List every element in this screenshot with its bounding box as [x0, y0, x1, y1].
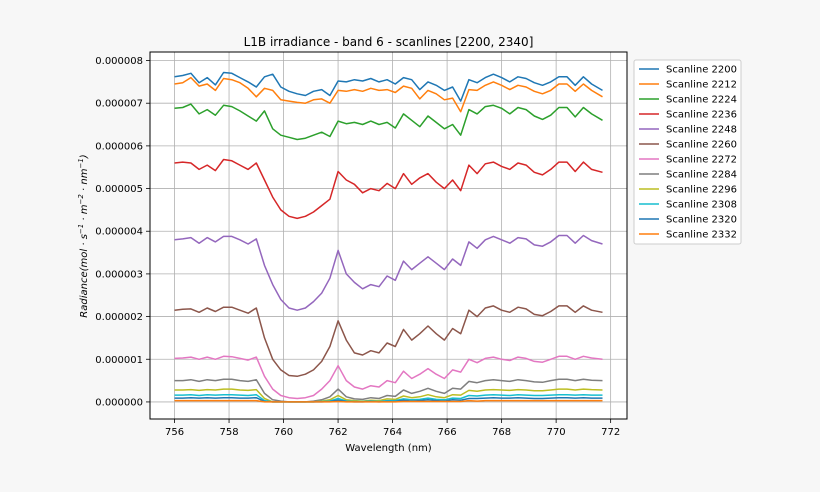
- x-tick-label: 758: [219, 427, 238, 438]
- x-tick-label: 772: [601, 427, 620, 438]
- legend-label: Scanline 2296: [666, 185, 737, 196]
- y-axis-ticks: 0.000000 0.000001 0.000002 0.000003 0.000004…: [95, 56, 150, 408]
- legend-label: Scanline 2308: [666, 200, 737, 211]
- series-line-scanline-2224: [174, 103, 603, 141]
- legend-label: Scanline 2200: [666, 65, 737, 76]
- series-line-scanline-2260: [174, 305, 603, 378]
- legend-entry: Scanline 2248: [639, 125, 737, 136]
- y-tick-label: 0.000006: [95, 141, 143, 152]
- legend-label: Scanline 2248: [666, 125, 737, 136]
- y-axis-label-mid-1: · m: [79, 204, 90, 224]
- x-axis-ticks: 756 758 760 762 764 766 768 770 772: [165, 419, 620, 438]
- y-tick-label: 0.000003: [95, 269, 143, 280]
- legend-entry: Scanline 2308: [639, 200, 737, 211]
- y-axis-label: Radiance(mol · s−1 · m−2 · nm−1): [77, 154, 90, 317]
- x-tick-label: 764: [383, 427, 402, 438]
- legend-label: Scanline 2332: [666, 230, 737, 241]
- y-tick-label: 0.000000: [95, 397, 143, 408]
- legend-label: Scanline 2320: [666, 215, 737, 226]
- series-layer: [174, 71, 603, 403]
- legend-box: [633, 59, 742, 245]
- legend-entry: Scanline 2212: [639, 80, 737, 91]
- y-tick-label: 0.000001: [95, 355, 143, 366]
- legend-entry: Scanline 2224: [639, 95, 737, 106]
- y-axis-label-main: Radiance(mol · s: [79, 234, 90, 318]
- legend-label: Scanline 2284: [666, 170, 737, 181]
- plot-frame: [149, 51, 628, 420]
- y-tick-label: 0.000008: [95, 56, 143, 67]
- series-line-scanline-2272: [174, 355, 603, 400]
- series-line-scanline-2200: [174, 71, 603, 102]
- legend-entry: Scanline 2272: [639, 155, 737, 166]
- legend-label: Scanline 2212: [666, 80, 737, 91]
- legend-entry: Scanline 2236: [639, 110, 737, 121]
- series-line-scanline-2332: [174, 399, 603, 403]
- series-line-scanline-2308: [174, 393, 603, 403]
- x-tick-label: 762: [329, 427, 348, 438]
- legend-label: Scanline 2272: [666, 155, 737, 166]
- plot-area: [150, 52, 627, 419]
- y-axis-label-sup-1: −1: [77, 224, 85, 234]
- legend-label: Scanline 2260: [666, 140, 737, 151]
- x-tick-label: 768: [492, 427, 511, 438]
- y-axis-label-end: ): [79, 154, 90, 159]
- legend-label: Scanline 2224: [666, 95, 737, 106]
- y-axis-label-mid-2: · nm: [79, 168, 90, 194]
- legend-entry: Scanline 2332: [639, 230, 737, 241]
- series-line-scanline-2296: [174, 388, 603, 403]
- legend: Scanline 2200 Scanline 2212 Scanline 2224 S…: [633, 59, 742, 245]
- x-tick-label: 760: [274, 427, 293, 438]
- y-tick-label: 0.000005: [95, 184, 143, 195]
- legend-label: Scanline 2236: [666, 110, 737, 121]
- y-axis-label-sup-2: −2: [77, 194, 85, 205]
- x-axis-label: Wavelength (nm): [345, 443, 431, 454]
- series-line-scanline-2248: [174, 234, 603, 311]
- y-tick-label: 0.000004: [95, 227, 143, 238]
- chart-title: L1B irradiance - band 6 - scanlines [220…: [244, 35, 534, 49]
- legend-entry: Scanline 2200: [639, 65, 737, 76]
- x-tick-label: 770: [547, 427, 566, 438]
- x-tick-label: 756: [165, 427, 184, 438]
- series-line-scanline-2236: [174, 158, 603, 220]
- legend-entry: Scanline 2260: [639, 140, 737, 151]
- x-tick-label: 766: [438, 427, 457, 438]
- y-tick-label: 0.000002: [95, 312, 143, 323]
- legend-entry: Scanline 2284: [639, 170, 737, 181]
- legend-entry: Scanline 2296: [639, 185, 737, 196]
- series-line-scanline-2212: [174, 76, 603, 113]
- y-axis-label-sup-3: −1: [77, 158, 85, 168]
- series-line-scanline-2284: [174, 378, 603, 403]
- y-tick-label: 0.000007: [95, 99, 143, 110]
- legend-entry: Scanline 2320: [639, 215, 737, 226]
